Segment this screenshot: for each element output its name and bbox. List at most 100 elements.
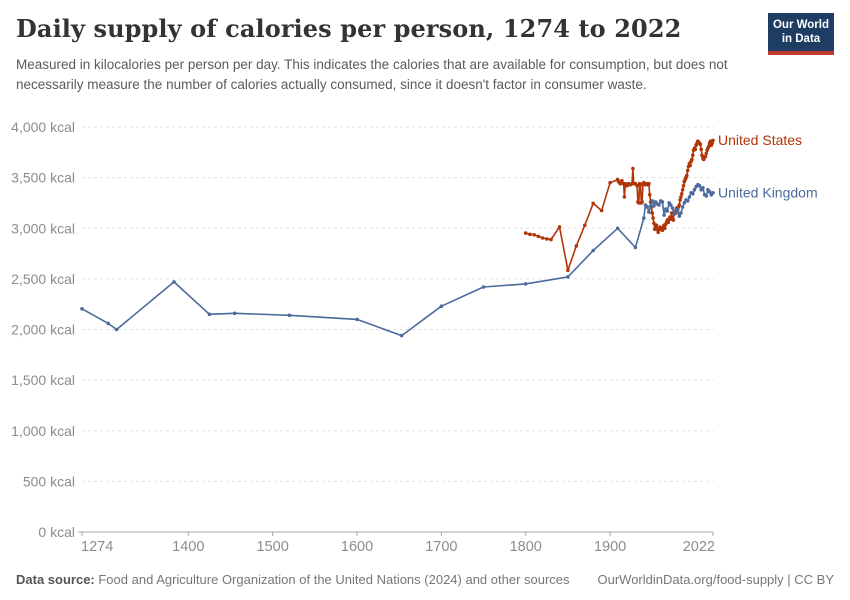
data-point (662, 213, 666, 217)
y-tick-label: 2,000 kcal (11, 322, 75, 338)
data-point (654, 223, 659, 227)
chart-footer: Data source: Food and Agriculture Organi… (16, 572, 834, 587)
data-point (711, 138, 715, 143)
data-point (680, 192, 684, 196)
data-point (691, 192, 695, 196)
data-point (679, 195, 683, 199)
data-point (669, 203, 673, 207)
x-tick-label: 2022 (683, 539, 715, 555)
x-tick-label: 1800 (510, 539, 542, 555)
data-point (615, 226, 620, 231)
data-point (523, 231, 528, 235)
data-point (680, 188, 685, 192)
y-tick-label: 4,000 kcal (11, 119, 75, 135)
data-point (711, 191, 715, 195)
data-point (640, 200, 644, 204)
data-point (666, 220, 671, 224)
y-tick-label: 1,500 kcal (11, 372, 75, 388)
y-tick-label: 3,500 kcal (11, 170, 75, 186)
series-line-united-states (524, 139, 714, 272)
data-point (710, 141, 714, 145)
chart-subtitle: Measured in kilocalories per person per … (16, 57, 728, 92)
data-point (670, 206, 675, 210)
data-point (650, 211, 655, 215)
owid-logo-line2: in Data (781, 33, 821, 46)
data-point (528, 232, 532, 237)
data-point (698, 142, 703, 146)
data-point (620, 178, 624, 183)
data-point (557, 225, 562, 229)
data-point (287, 313, 292, 318)
data-point (80, 307, 84, 311)
data-point (633, 245, 638, 250)
data-point (701, 186, 705, 190)
series-label-united-kingdom: United Kingdom (718, 184, 818, 200)
data-point (697, 183, 702, 188)
owid-logo[interactable]: Our World in Data (768, 13, 834, 55)
data-point (672, 212, 676, 216)
data-point (693, 147, 698, 152)
data-point (618, 181, 622, 186)
data-point (650, 199, 655, 203)
data-point (635, 183, 639, 188)
data-point (523, 282, 528, 286)
data-point (671, 218, 676, 222)
data-point (631, 166, 635, 171)
data-point (399, 333, 404, 338)
data-point (481, 285, 486, 289)
y-tick-label: 3,000 kcal (11, 220, 75, 236)
footer-link[interactable]: OurWorldinData.org/food-supply | CC BY (597, 572, 834, 587)
data-source-text: Food and Agriculture Organization of the… (94, 572, 570, 587)
series-united-kingdom: United Kingdom (80, 182, 818, 338)
data-point (663, 226, 667, 231)
data-point (678, 198, 682, 202)
data-point (699, 147, 703, 152)
data-point (207, 312, 212, 317)
data-point (608, 180, 612, 185)
data-point (687, 195, 692, 199)
data-point (439, 304, 444, 309)
data-point (685, 173, 689, 178)
data-source: Data source: Food and Agriculture Organi… (16, 572, 570, 587)
data-point (700, 153, 704, 158)
data-point (665, 209, 670, 213)
data-point (704, 151, 709, 156)
data-point (707, 190, 712, 194)
data-point (599, 208, 604, 213)
data-point (690, 157, 694, 162)
data-point (703, 154, 708, 159)
data-point (651, 216, 655, 220)
data-point (114, 327, 119, 332)
x-tick-label: 1500 (257, 539, 289, 555)
data-point (704, 194, 709, 198)
data-point (660, 200, 665, 204)
data-point (540, 236, 545, 240)
data-point (574, 244, 579, 248)
data-point (681, 183, 686, 188)
series-line-united-kingdom (81, 183, 714, 337)
owid-logo-text: Our World in Data (768, 13, 834, 51)
data-point (106, 321, 110, 326)
data-point (591, 201, 595, 206)
data-point (680, 205, 685, 209)
data-point (647, 193, 652, 197)
data-point (692, 188, 697, 192)
data-point (566, 275, 570, 279)
series-label-united-states: United States (718, 132, 802, 148)
data-point (622, 195, 627, 199)
data-point (647, 210, 651, 214)
data-point (685, 199, 690, 203)
data-point (545, 237, 549, 241)
data-point (677, 203, 682, 207)
data-point (583, 223, 587, 228)
data-point (549, 237, 553, 242)
x-tick-label: 1600 (341, 539, 373, 555)
y-tick-label: 1,000 kcal (11, 423, 75, 439)
data-point (656, 230, 660, 235)
x-tick-label: 1900 (594, 539, 626, 555)
data-point (677, 214, 682, 218)
data-point (645, 205, 649, 209)
data-point (679, 211, 683, 215)
data-point (657, 203, 661, 207)
